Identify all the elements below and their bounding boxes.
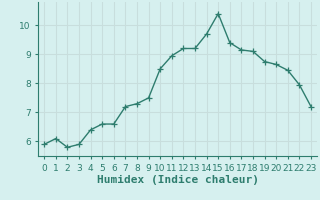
X-axis label: Humidex (Indice chaleur): Humidex (Indice chaleur): [97, 175, 259, 185]
